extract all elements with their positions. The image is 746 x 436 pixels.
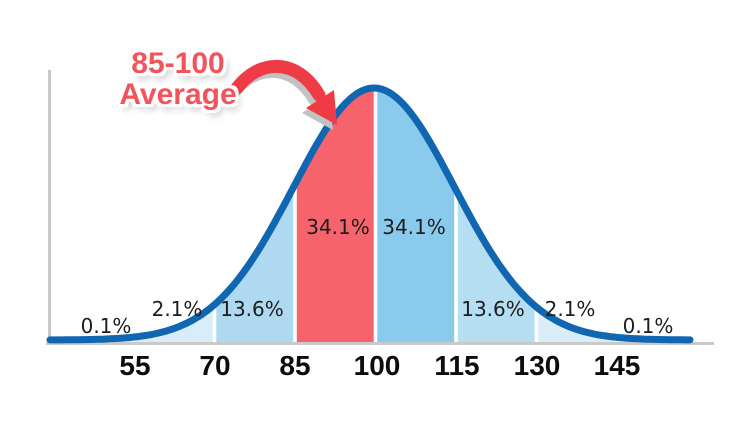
segment-label-85-100: 34.1% bbox=[306, 215, 370, 239]
segment-label-115-130: 13.6% bbox=[461, 297, 525, 321]
segment-label-55-70: 2.1% bbox=[151, 297, 203, 321]
x-tick-145: 145 bbox=[593, 350, 641, 381]
band-55-70 bbox=[135, 306, 213, 342]
arrow-head-icon bbox=[306, 90, 337, 125]
x-tick-55: 55 bbox=[119, 350, 151, 381]
segment-label-70-85: 13.6% bbox=[220, 297, 284, 321]
average-annotation-text: Average bbox=[119, 78, 237, 111]
segment-label-above-145: 0.1% bbox=[622, 314, 674, 338]
band-130-145 bbox=[538, 308, 616, 342]
average-annotation-range: 85-100 bbox=[131, 47, 225, 80]
annotation-arrow-icon bbox=[226, 59, 337, 130]
x-tick-85: 85 bbox=[279, 350, 311, 381]
average-annotation: 85-100 Average bbox=[119, 48, 236, 110]
y-axis-line bbox=[48, 70, 51, 345]
segment-label-130-145: 2.1% bbox=[544, 297, 596, 321]
x-axis-line bbox=[46, 342, 714, 345]
bell-curve-line bbox=[46, 84, 694, 344]
x-tick-130: 130 bbox=[513, 350, 561, 381]
x-tick-70: 70 bbox=[199, 350, 231, 381]
x-tick-115: 115 bbox=[434, 350, 480, 381]
segment-label-below-55: 0.1% bbox=[80, 314, 132, 338]
arrow-body bbox=[230, 59, 326, 102]
segment-label-100-115: 34.1% bbox=[382, 215, 446, 239]
x-tick-100: 100 bbox=[353, 350, 401, 381]
